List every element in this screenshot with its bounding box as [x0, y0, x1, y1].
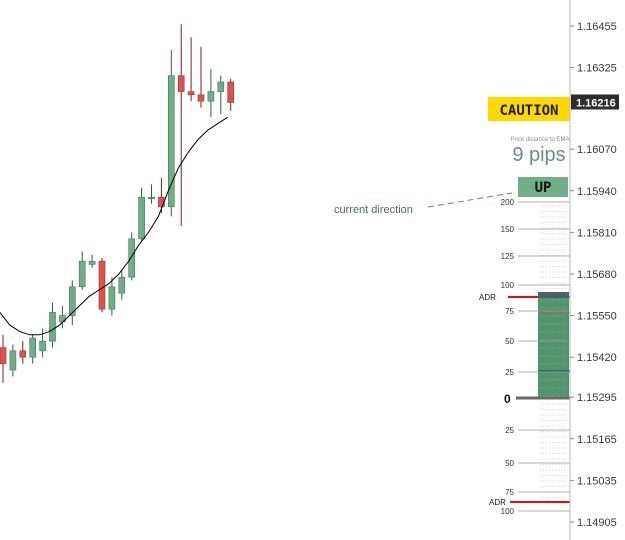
zero-label: 0 — [504, 392, 511, 406]
candle-body — [187, 91, 195, 96]
ema-line — [0, 116, 228, 336]
pips-value: 9 pips — [512, 144, 565, 166]
candle-body — [207, 91, 215, 102]
price-axis: 1.16455 1.16325 1.16070 1.15940 1.15810 1.156… — [570, 21, 617, 529]
price-tick-label: 1.15420 — [577, 352, 617, 364]
price-tick-label: 1.16455 — [577, 21, 617, 33]
candle-body — [217, 81, 225, 92]
candle-body — [148, 196, 155, 199]
price-tick-label: 1.15680 — [577, 269, 617, 281]
direction-label: UP — [535, 180, 552, 196]
pips-caption: Price distance to EMA — [510, 137, 569, 143]
candle-body — [49, 312, 56, 342]
direction-badge: UP — [518, 177, 568, 197]
candle-body — [88, 260, 96, 265]
scale-tick-label: 50 — [505, 337, 514, 346]
scale-tick-label: 125 — [501, 252, 515, 261]
caution-badge: CAUTION — [488, 97, 570, 121]
price-tick-label: 1.16070 — [577, 144, 617, 156]
adr-bottom-label: ADR — [489, 498, 506, 507]
scale-tick-label: 200 — [501, 198, 515, 207]
scale-tick-label: 100 — [501, 507, 515, 516]
price-tick-label: 1.15550 — [577, 311, 617, 323]
candle-body — [39, 340, 46, 352]
price-tick-label: 1.15810 — [577, 227, 617, 239]
adr-top-label: ADR — [479, 293, 496, 302]
scale-tick-label: 150 — [501, 225, 515, 234]
candle-body — [168, 75, 175, 208]
candle-body — [0, 347, 7, 364]
adr-zone — [538, 292, 569, 398]
candle-body — [78, 260, 86, 288]
direction-pointer — [427, 192, 513, 208]
candle-body — [128, 238, 135, 278]
direction-caption: current direction — [334, 204, 413, 216]
candle-body — [197, 94, 205, 102]
price-tick-label: 1.15165 — [577, 434, 617, 446]
scale-tick-label: 100 — [501, 281, 515, 290]
price-tick-label: 1.15940 — [577, 186, 617, 198]
current-price-marker: 1.16216 — [571, 94, 619, 110]
scale-tick-label: 25 — [505, 426, 514, 435]
candle-body — [108, 286, 116, 310]
candle-body — [19, 350, 27, 358]
candle-body — [9, 350, 17, 371]
candle-body — [138, 196, 145, 240]
candles-layer — [0, 24, 234, 383]
price-tick-label: 1.14905 — [577, 517, 617, 529]
scale-tick-label: 75 — [505, 307, 514, 316]
candle-body — [98, 260, 106, 310]
current-price-label: 1.16216 — [576, 97, 616, 109]
caution-label: CAUTION — [499, 103, 558, 119]
candle-body — [69, 286, 76, 316]
candle-body — [118, 276, 126, 294]
scale-tick-label: 25 — [505, 368, 514, 377]
price-tick-label: 1.15035 — [577, 475, 617, 487]
candle-body — [227, 81, 234, 103]
candle-body — [59, 315, 66, 323]
price-tick-label: 1.15295 — [577, 392, 617, 404]
scale-tick-label: 75 — [505, 488, 514, 497]
price-tick-label: 1.16325 — [577, 63, 617, 75]
scale-tick-label: 50 — [505, 459, 514, 468]
candle-body — [177, 75, 185, 92]
candle-body — [29, 337, 37, 358]
zone-top-edge — [538, 292, 569, 296]
